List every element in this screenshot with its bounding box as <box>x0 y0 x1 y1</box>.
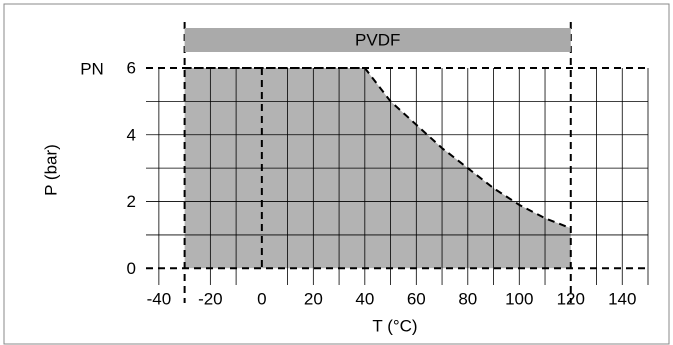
x-tick-label: -20 <box>198 289 223 308</box>
material-band <box>184 28 571 52</box>
x-tick-label: 100 <box>505 289 533 308</box>
limit-curve <box>184 67 572 230</box>
x-tick-label: 80 <box>458 289 477 308</box>
x-tick-label: 60 <box>407 289 426 308</box>
y-axis-label: P (bar) <box>41 144 60 196</box>
x-tick-label: 40 <box>355 289 374 308</box>
x-tick-label: 140 <box>608 289 636 308</box>
x-tick-label: -40 <box>147 289 172 308</box>
y-tick-label: 2 <box>127 192 136 211</box>
y-tick-label: 0 <box>127 259 136 278</box>
x-tick-label: 0 <box>257 289 266 308</box>
x-axis-label: T (°C) <box>372 316 417 335</box>
y-prefix: PN <box>80 59 104 78</box>
y-tick-label: 6 <box>127 58 136 77</box>
frame <box>3 3 670 345</box>
band-label: PVDF <box>355 30 400 49</box>
y-tick-label: 4 <box>127 125 136 144</box>
x-tick-label: 20 <box>304 289 323 308</box>
x-tick-label: 120 <box>557 289 585 308</box>
